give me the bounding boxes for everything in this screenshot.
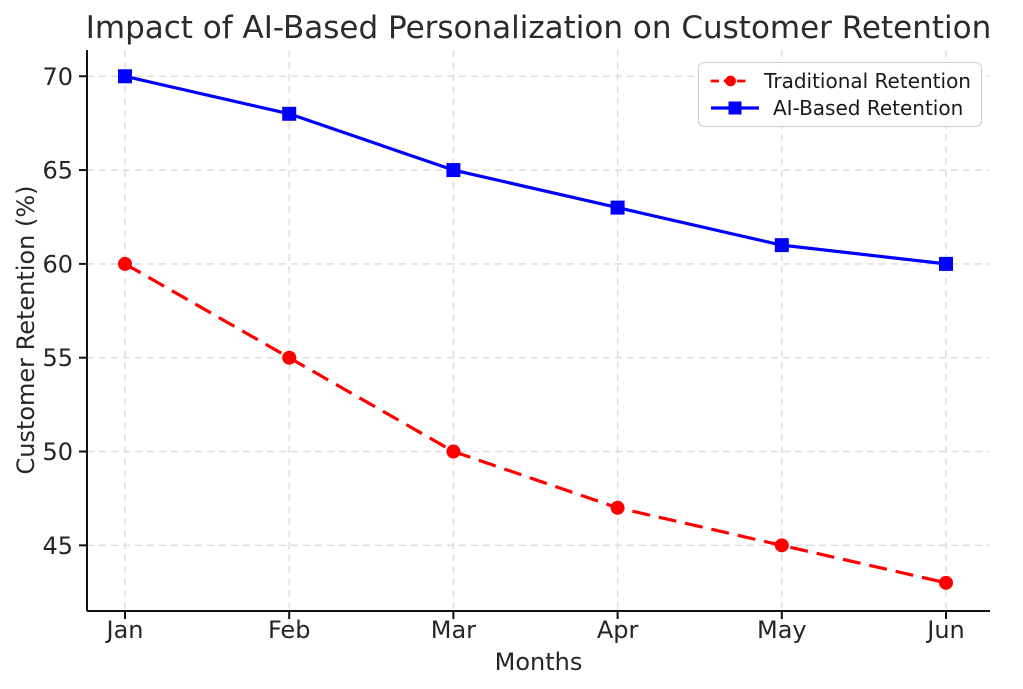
marker-traditional-retention [774, 538, 789, 553]
marker-traditional-retention [446, 444, 461, 459]
y-tick-label: 55 [42, 344, 73, 372]
series-line-ai-based-retention [124, 74, 947, 266]
marker-traditional-retention [282, 350, 297, 365]
marker-traditional-retention [939, 575, 953, 590]
y-tick-label: 45 [42, 532, 73, 560]
marker-ai-based-retention [939, 256, 953, 271]
x-tick-label: May [757, 616, 807, 644]
legend-item-ai-based: AI-Based Retention [709, 95, 971, 121]
legend-label-traditional: Traditional Retention [764, 69, 971, 94]
x-tick-label: Apr [597, 616, 639, 644]
legend-traditional-line-icon [710, 75, 751, 87]
x-tick-label: Jun [925, 616, 965, 644]
marker-ai-based-retention [118, 69, 132, 84]
marker-ai-based-retention [610, 200, 625, 215]
x-tick-label: Feb [268, 616, 311, 644]
y-axis-label: Customer Retention (%) [12, 185, 40, 475]
marker-ai-based-retention [282, 106, 297, 121]
x-axis-label: Months [494, 648, 583, 676]
x-tick-label: Mar [431, 616, 476, 644]
marker-traditional-retention [118, 256, 132, 271]
chart-title: Impact of AI-Based Personalization on Cu… [85, 10, 992, 46]
legend-item-traditional: Traditional Retention [709, 68, 971, 94]
series-line-traditional-retention [124, 262, 947, 585]
y-tick-label: 50 [42, 438, 73, 466]
y-tick-label: 70 [42, 63, 73, 91]
legend-ai-based-line-icon [711, 101, 759, 115]
marker-traditional-retention [610, 500, 625, 515]
x-tick-label: Jan [105, 616, 144, 644]
y-tick-label: 60 [42, 250, 73, 278]
marker-ai-based-retention [446, 163, 461, 178]
marker-ai-based-retention [774, 238, 789, 253]
legend-label-ai-based: AI-Based Retention [773, 95, 964, 120]
legend: Traditional Retention AI-Based Retention [698, 62, 982, 127]
y-tick-label: 65 [42, 157, 73, 185]
